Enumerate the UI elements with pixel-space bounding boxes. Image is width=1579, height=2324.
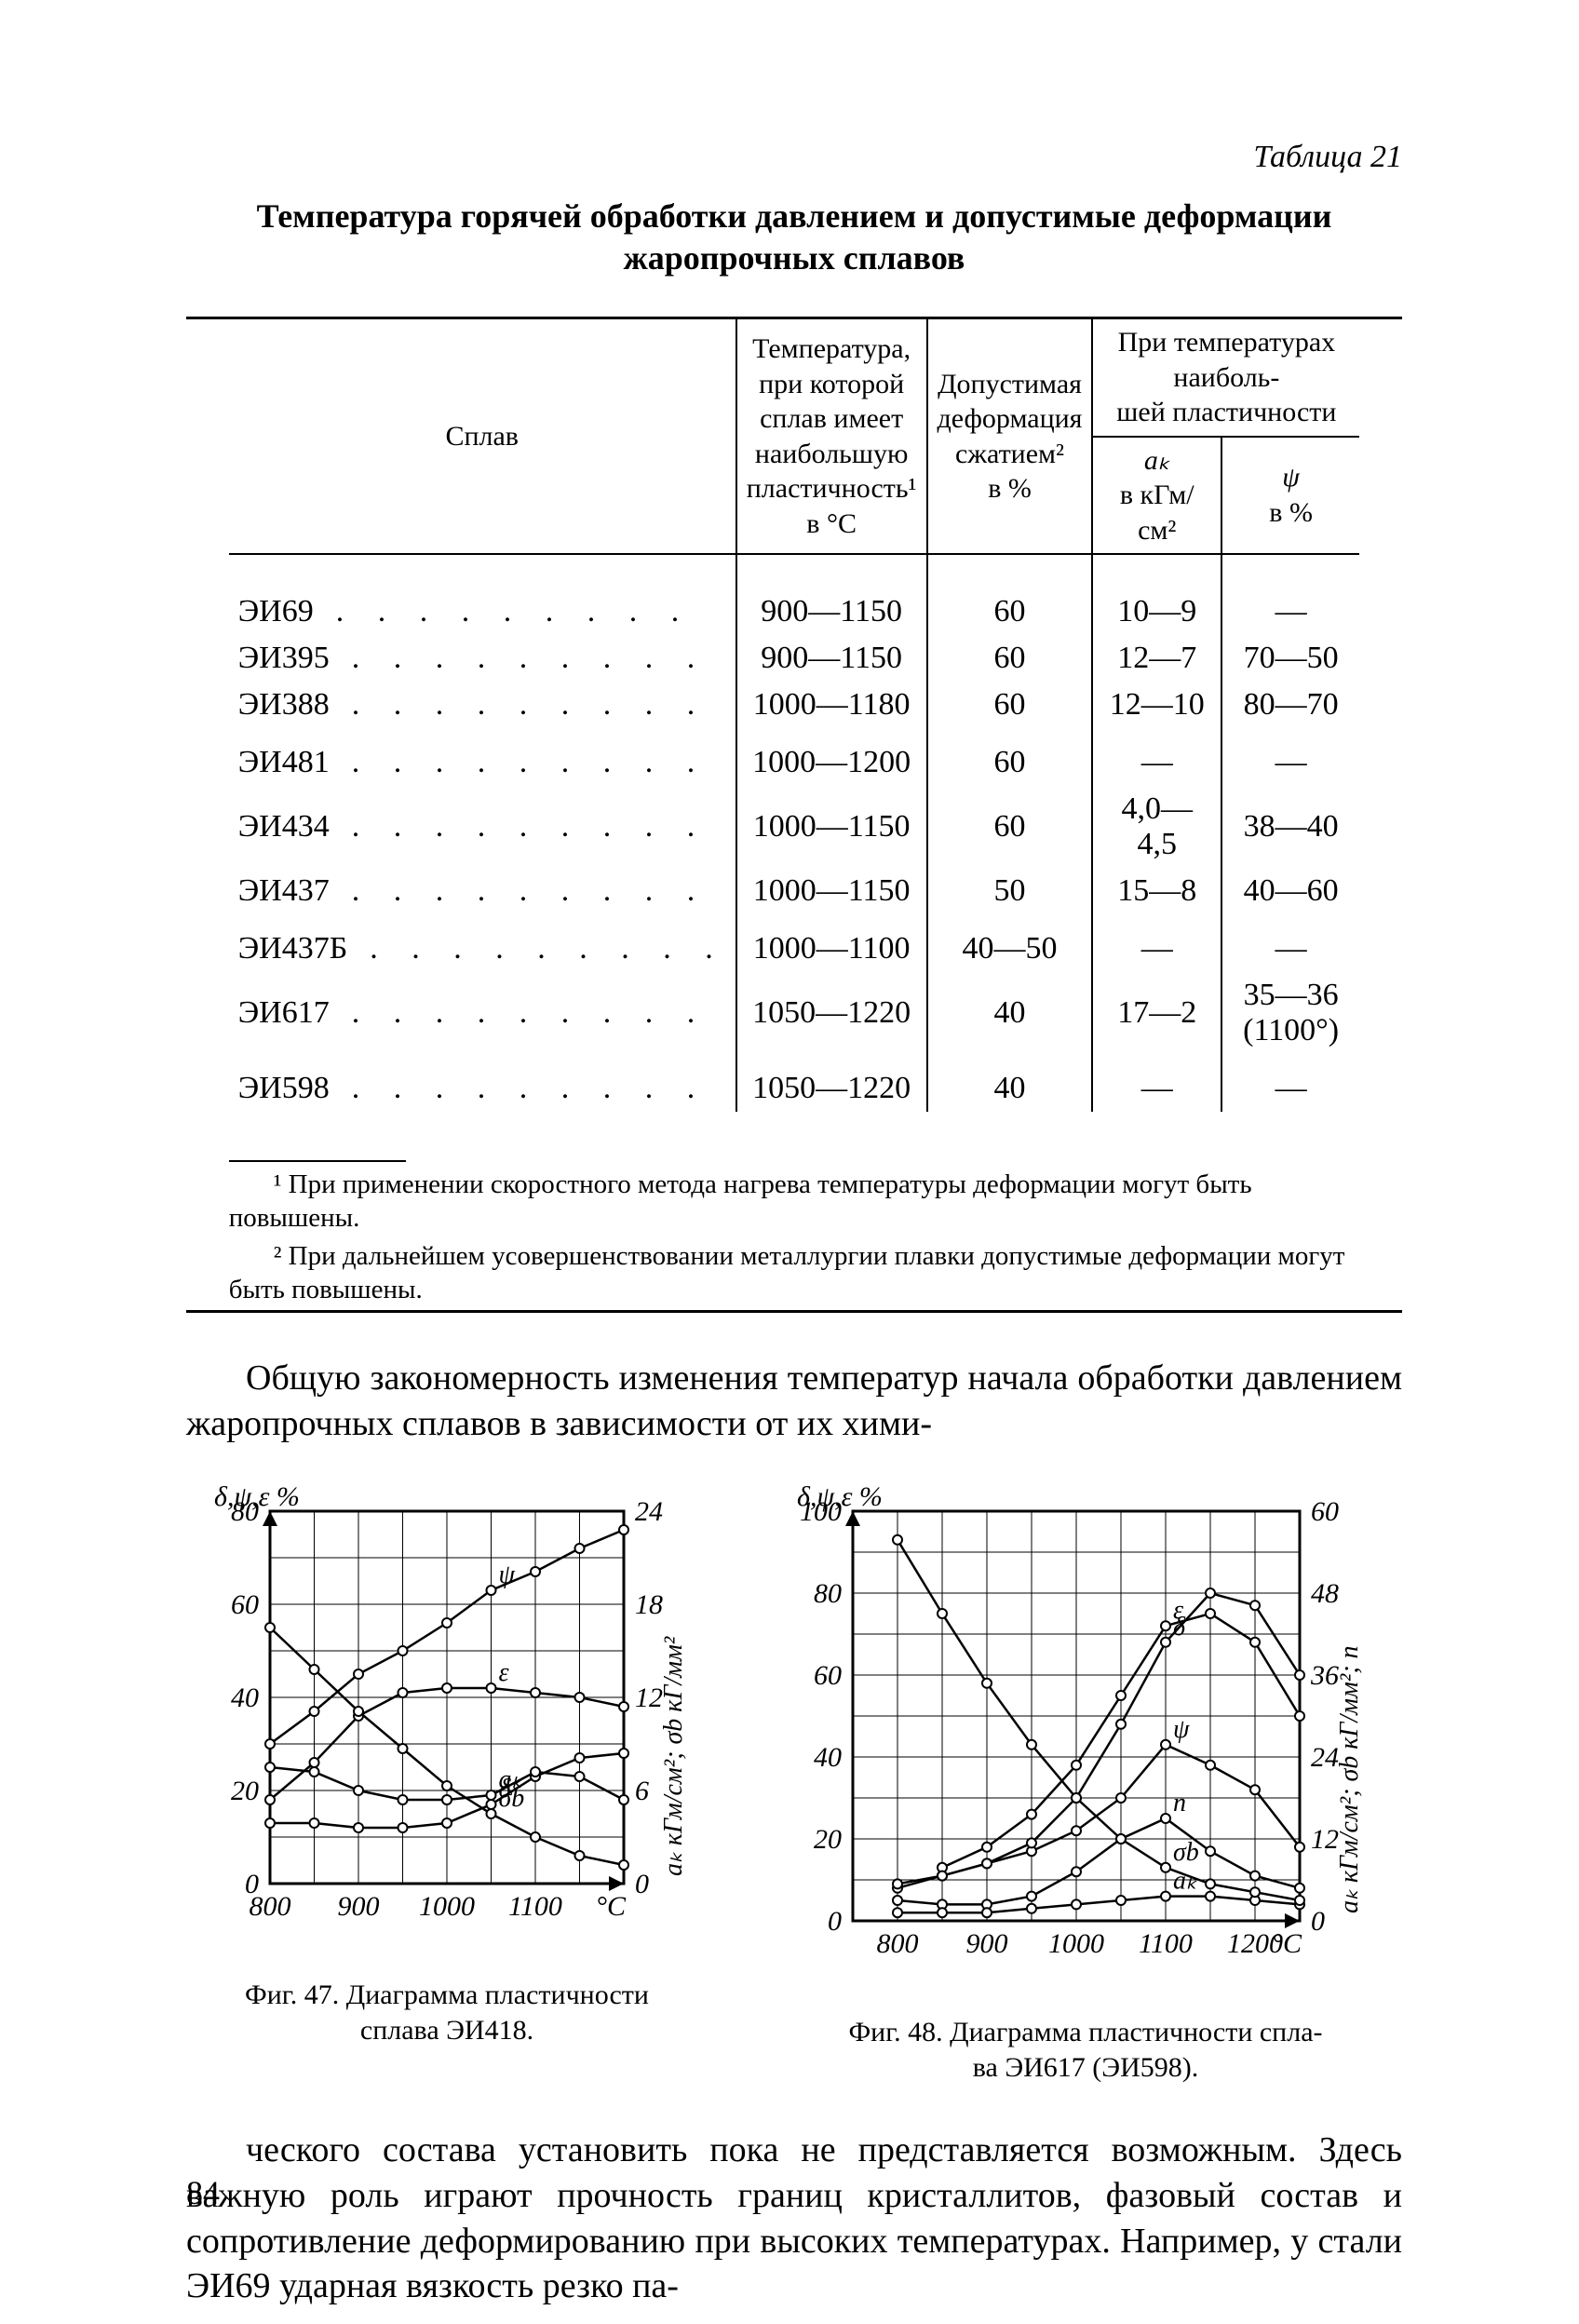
svg-text:1000: 1000: [419, 1891, 475, 1922]
footnote-1: ¹ При применении скоростного метода нагр…: [229, 1168, 1360, 1236]
th-alloy: Сплав: [229, 319, 736, 554]
svg-text:900: 900: [338, 1891, 380, 1922]
th-ak: aₖ в кГм/см²: [1092, 437, 1221, 555]
svg-text:aₖ кГм/см²; σb кГ/мм²; n: aₖ кГм/см²; σb кГ/мм²; n: [1335, 1646, 1364, 1914]
svg-text:0: 0: [635, 1869, 649, 1899]
table-row: ЭИ388. . . . . . . . .1000—11806012—1080…: [229, 682, 1360, 728]
table-row: ЭИ395. . . . . . . . .900—11506012—770—5…: [229, 635, 1360, 682]
table-label: Таблица 21: [186, 140, 1402, 175]
svg-text:40: 40: [814, 1742, 842, 1773]
svg-text:°C: °C: [1272, 1928, 1302, 1959]
svg-text:60: 60: [814, 1660, 842, 1691]
svg-text:40: 40: [231, 1682, 259, 1713]
svg-text:ψ: ψ: [499, 1561, 516, 1589]
table-footnotes: ¹ При применении скоростного метода нагр…: [229, 1160, 1360, 1306]
table-title-l2: жаропрочных сплавов: [624, 239, 965, 277]
th-temp: Температура, при которой сплав имеет наи…: [736, 319, 927, 554]
fig-48-chart: 8009001000110012000204060801000122436486…: [769, 1483, 1402, 2005]
svg-text:20: 20: [814, 1824, 842, 1855]
svg-text:20: 20: [231, 1776, 259, 1806]
svg-text:σb: σb: [499, 1784, 525, 1813]
svg-text:24: 24: [635, 1496, 663, 1527]
svg-text:°C: °C: [596, 1891, 627, 1922]
svg-text:80: 80: [814, 1578, 842, 1609]
th-super: При температурах наиболь- шей пластичнос…: [1092, 319, 1359, 437]
th-def: Допустимая деформация сжатием² в %: [927, 319, 1093, 554]
svg-text:48: 48: [1311, 1578, 1339, 1609]
svg-text:ψ: ψ: [1173, 1715, 1190, 1744]
svg-text:18: 18: [635, 1589, 663, 1620]
table-row: ЭИ437. . . . . . . . .1000—11505015—840—…: [229, 868, 1360, 914]
table-row: ЭИ437Б. . . . . . . . .1000—110040—50——: [229, 914, 1360, 972]
svg-text:δ,ψ,ε %: δ,ψ,ε %: [797, 1483, 883, 1512]
fig-47-chart: 8009001000110002040608006121824δ,ψ,ε %°C…: [186, 1483, 708, 1967]
page-number: 84: [186, 2173, 220, 2212]
svg-text:1000: 1000: [1048, 1928, 1104, 1959]
table-21: Сплав Температура, при которой сплав име…: [186, 317, 1402, 1313]
table-title-l1: Температура горячей обработки давлением …: [257, 197, 1332, 235]
table-row: ЭИ617. . . . . . . . .1050—12204017—235—…: [229, 972, 1360, 1054]
svg-text:δ: δ: [1173, 1613, 1186, 1642]
th-psi: ψ в %: [1221, 437, 1359, 555]
svg-text:σb: σb: [1173, 1838, 1199, 1867]
fig-47-caption: Фиг. 47. Диаграмма пластичности сплава Э…: [186, 1978, 708, 2047]
table-title: Температура горячей обработки давлением …: [186, 196, 1402, 279]
svg-text:800: 800: [877, 1928, 919, 1959]
svg-text:6: 6: [635, 1776, 649, 1806]
table-row: ЭИ598. . . . . . . . .1050—122040——: [229, 1054, 1360, 1112]
svg-text:0: 0: [245, 1869, 259, 1899]
fig-48-caption: Фиг. 48. Диаграмма пластичности спла- ва…: [769, 2015, 1402, 2085]
svg-text:0: 0: [1311, 1906, 1325, 1937]
svg-text:ε: ε: [499, 1658, 509, 1687]
paragraph-2: ческого состава установить пока не предс…: [186, 2128, 1402, 2309]
svg-text:60: 60: [231, 1589, 259, 1620]
table-row: ЭИ481. . . . . . . . .1000—120060——: [229, 728, 1360, 786]
paragraph-1: Общую закономерность изменения температу…: [186, 1356, 1402, 1446]
svg-text:1100: 1100: [508, 1891, 562, 1922]
svg-text:0: 0: [828, 1906, 842, 1937]
svg-text:aₖ кГм/см²; σb кГ/мм²: aₖ кГм/см²; σb кГ/мм²: [659, 1636, 688, 1876]
svg-text:δ,ψ,ε %: δ,ψ,ε %: [214, 1483, 300, 1512]
table-row: ЭИ434. . . . . . . . .1000—1150604,0—4,5…: [229, 786, 1360, 868]
svg-text:900: 900: [966, 1928, 1008, 1959]
svg-text:n: n: [1173, 1789, 1186, 1817]
table-row: ЭИ69. . . . . . . . .900—11506010—9—: [229, 588, 1360, 635]
svg-text:60: 60: [1311, 1496, 1339, 1527]
footnote-2: ² При дальнейшем усовершенствовании мета…: [229, 1239, 1360, 1307]
svg-text:1100: 1100: [1139, 1928, 1193, 1959]
